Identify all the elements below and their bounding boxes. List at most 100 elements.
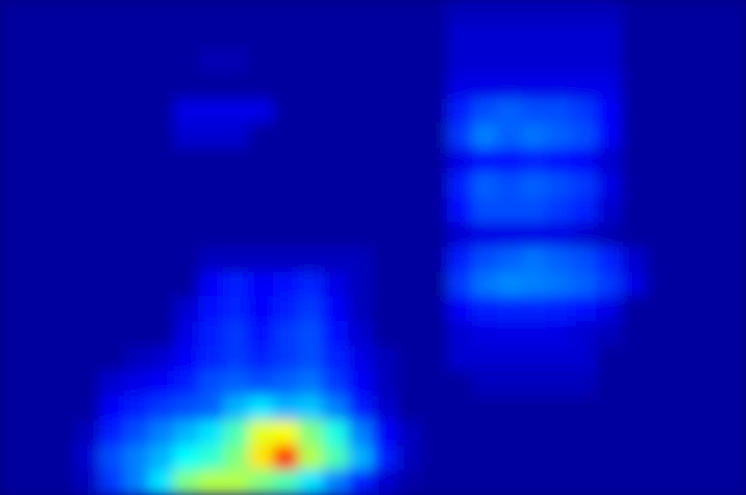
heatmap-cell bbox=[646, 321, 672, 347]
heatmap-cell bbox=[472, 470, 498, 495]
heatmap-cell bbox=[74, 470, 100, 495]
heatmap-cell bbox=[373, 247, 399, 273]
heatmap-cell bbox=[373, 321, 399, 347]
heatmap-cell bbox=[273, 371, 299, 397]
heatmap-cell bbox=[248, 420, 274, 446]
heatmap-cell bbox=[248, 49, 274, 75]
chart bbox=[0, 0, 746, 495]
heatmap-cell bbox=[174, 148, 200, 174]
heatmap-cell bbox=[447, 0, 473, 25]
heatmap-cell bbox=[99, 49, 125, 75]
heatmap-cell bbox=[348, 346, 374, 372]
heatmap-cell bbox=[447, 420, 473, 446]
heatmap-cell bbox=[99, 396, 125, 422]
heatmap-cell bbox=[248, 99, 274, 125]
heatmap-cell bbox=[721, 49, 746, 75]
heatmap-cell bbox=[298, 321, 324, 347]
heatmap-cell bbox=[547, 49, 573, 75]
heatmap-cell bbox=[522, 321, 548, 347]
heatmap-cell bbox=[0, 0, 25, 25]
heatmap-cell bbox=[223, 297, 249, 323]
heatmap-cell bbox=[547, 247, 573, 273]
heatmap-cell bbox=[522, 123, 548, 149]
heatmap-cell bbox=[447, 99, 473, 125]
heatmap-cell bbox=[49, 148, 75, 174]
heatmap-cell bbox=[696, 470, 722, 495]
heatmap-cell bbox=[547, 321, 573, 347]
heatmap-cell bbox=[223, 420, 249, 446]
heatmap-cell bbox=[348, 222, 374, 248]
heatmap-cell bbox=[24, 297, 50, 323]
heatmap-cell bbox=[298, 297, 324, 323]
heatmap-cell bbox=[348, 49, 374, 75]
heatmap-cell bbox=[397, 198, 423, 224]
heatmap-cell bbox=[373, 24, 399, 50]
heatmap-cell bbox=[447, 371, 473, 397]
heatmap-cell bbox=[373, 297, 399, 323]
heatmap-cell bbox=[49, 371, 75, 397]
heatmap-cell bbox=[24, 123, 50, 149]
heatmap-cell bbox=[49, 470, 75, 495]
heatmap-cell bbox=[49, 346, 75, 372]
heatmap-cell bbox=[547, 371, 573, 397]
heatmap-cell bbox=[198, 198, 224, 224]
heatmap-cell bbox=[397, 396, 423, 422]
heatmap-cell bbox=[248, 123, 274, 149]
heatmap-cell bbox=[596, 420, 622, 446]
heatmap-cell bbox=[547, 396, 573, 422]
heatmap-cell bbox=[373, 272, 399, 298]
heatmap-cell bbox=[721, 123, 746, 149]
heatmap-cell bbox=[397, 321, 423, 347]
heatmap-cell bbox=[621, 272, 647, 298]
heatmap-cell bbox=[596, 148, 622, 174]
heatmap-cell bbox=[671, 445, 697, 471]
heatmap-cell bbox=[248, 0, 274, 25]
heatmap-cell bbox=[696, 445, 722, 471]
heatmap-cell bbox=[248, 396, 274, 422]
heatmap-cell bbox=[621, 297, 647, 323]
heatmap-cell bbox=[422, 420, 448, 446]
heatmap-cell bbox=[198, 24, 224, 50]
heatmap-cell bbox=[323, 297, 349, 323]
heatmap-cell bbox=[149, 24, 175, 50]
heatmap-cell bbox=[646, 198, 672, 224]
heatmap-cell bbox=[522, 396, 548, 422]
heatmap-cell bbox=[422, 24, 448, 50]
heatmap-cell bbox=[74, 297, 100, 323]
heatmap-cell bbox=[298, 49, 324, 75]
heatmap-cell bbox=[472, 396, 498, 422]
heatmap-cell bbox=[273, 420, 299, 446]
heatmap-cell bbox=[721, 297, 746, 323]
heatmap-cell bbox=[422, 272, 448, 298]
heatmap-cell bbox=[298, 420, 324, 446]
heatmap-cell bbox=[99, 247, 125, 273]
heatmap-cell bbox=[397, 371, 423, 397]
heatmap-cell bbox=[422, 321, 448, 347]
heatmap-cell bbox=[571, 396, 597, 422]
heatmap-cell bbox=[721, 24, 746, 50]
heatmap-cell bbox=[721, 99, 746, 125]
heatmap-cell bbox=[422, 346, 448, 372]
heatmap-cell bbox=[497, 396, 523, 422]
heatmap-cell bbox=[24, 321, 50, 347]
heatmap-cell bbox=[74, 0, 100, 25]
heatmap-cell bbox=[373, 123, 399, 149]
heatmap-cell bbox=[49, 173, 75, 199]
heatmap-cell bbox=[373, 74, 399, 100]
heatmap-cell bbox=[323, 396, 349, 422]
heatmap-cell bbox=[671, 74, 697, 100]
heatmap-cell bbox=[99, 74, 125, 100]
heatmap-cell bbox=[198, 173, 224, 199]
heatmap-cell bbox=[149, 148, 175, 174]
heatmap-cell bbox=[497, 173, 523, 199]
heatmap-cell bbox=[497, 470, 523, 495]
heatmap-cell bbox=[0, 198, 25, 224]
heatmap-cell bbox=[373, 173, 399, 199]
heatmap-cell bbox=[49, 24, 75, 50]
heatmap-cell bbox=[571, 445, 597, 471]
heatmap-cell bbox=[596, 123, 622, 149]
heatmap-cell bbox=[49, 123, 75, 149]
heatmap-cell bbox=[571, 148, 597, 174]
heatmap-cell bbox=[397, 148, 423, 174]
heatmap-cell bbox=[298, 247, 324, 273]
